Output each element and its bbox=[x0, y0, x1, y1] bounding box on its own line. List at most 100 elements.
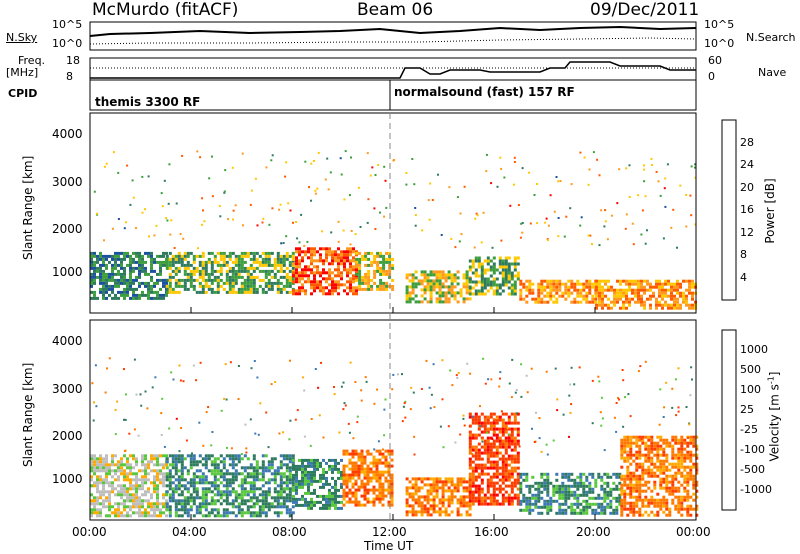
heatmap-cell bbox=[627, 393, 630, 396]
heatmap-cell bbox=[120, 281, 123, 285]
heatmap-cell bbox=[225, 272, 229, 276]
heatmap-cell bbox=[674, 489, 678, 493]
heatmap-cell bbox=[471, 484, 475, 488]
heatmap-cell bbox=[292, 280, 295, 284]
heatmap-cell bbox=[492, 484, 496, 488]
heatmap-cell bbox=[267, 487, 271, 491]
heatmap-cell bbox=[465, 288, 469, 292]
heatmap-cell bbox=[328, 506, 331, 510]
heatmap-cell bbox=[204, 263, 208, 267]
heatmap-cell bbox=[355, 263, 359, 267]
heatmap-cell bbox=[686, 474, 690, 478]
heatmap-cell bbox=[537, 481, 541, 485]
heatmap-cell bbox=[340, 250, 343, 254]
heatmap-cell bbox=[381, 491, 385, 495]
heatmap-cell bbox=[276, 496, 280, 500]
heatmap-cell bbox=[216, 490, 220, 494]
heatmap-cell bbox=[162, 463, 165, 467]
heatmap-cell bbox=[677, 471, 681, 475]
heatmap-cell bbox=[146, 407, 149, 410]
heatmap-cell bbox=[273, 281, 277, 285]
heatmap-cell bbox=[492, 475, 496, 479]
heatmap-cell bbox=[429, 291, 433, 295]
heatmap-cell bbox=[635, 435, 639, 439]
heatmap-cell bbox=[282, 463, 286, 467]
heatmap-cell bbox=[408, 273, 412, 277]
heatmap-cell bbox=[579, 493, 583, 497]
heatmap-cell bbox=[420, 300, 424, 304]
heatmap-cell bbox=[111, 469, 114, 473]
heatmap-cell bbox=[255, 463, 259, 467]
heatmap-cell bbox=[391, 284, 395, 288]
heatmap-cell bbox=[105, 290, 108, 294]
heatmap-cell bbox=[219, 284, 223, 288]
heatmap-cell bbox=[555, 478, 559, 482]
heatmap-cell bbox=[150, 284, 153, 288]
heatmap-cell bbox=[647, 474, 651, 478]
heatmap-cell bbox=[417, 510, 421, 514]
heatmap-cell bbox=[279, 487, 283, 491]
heatmap-cell bbox=[135, 254, 138, 258]
heatmap-cell bbox=[351, 467, 355, 471]
heatmap-cell bbox=[165, 466, 169, 470]
heatmap-cell bbox=[500, 239, 503, 242]
heatmap-cell bbox=[492, 418, 495, 421]
heatmap-cell bbox=[291, 457, 295, 461]
heatmap-cell bbox=[525, 475, 529, 479]
heatmap-cell bbox=[486, 502, 490, 506]
heatmap-cell bbox=[342, 464, 346, 468]
xtick: 20:00 bbox=[576, 525, 611, 539]
heatmap-cell bbox=[423, 288, 427, 292]
heatmap-cell bbox=[313, 259, 316, 263]
heatmap-cell bbox=[650, 459, 654, 463]
heatmap-cell bbox=[634, 300, 637, 304]
heatmap-cell bbox=[111, 481, 114, 485]
heatmap-cell bbox=[638, 447, 642, 451]
heatmap-cell bbox=[93, 481, 96, 485]
heatmap-cell bbox=[498, 487, 502, 491]
freq-unit: [MHz] bbox=[6, 66, 39, 79]
heatmap-cell bbox=[504, 460, 508, 464]
heatmap-cell bbox=[491, 246, 494, 249]
heatmap-cell bbox=[507, 469, 511, 473]
heatmap-cell bbox=[276, 469, 280, 473]
heatmap-cell bbox=[609, 475, 613, 479]
heatmap-cell bbox=[350, 230, 353, 232]
heatmap-cell bbox=[390, 479, 394, 483]
heatmap-cell bbox=[492, 268, 496, 272]
heatmap-cell bbox=[626, 501, 630, 505]
heatmap-cell bbox=[570, 279, 574, 283]
heatmap-cell bbox=[685, 303, 688, 307]
heatmap-cell bbox=[129, 484, 132, 488]
heatmap-cell bbox=[295, 479, 298, 483]
heatmap-cell bbox=[147, 272, 150, 276]
heatmap-cell bbox=[653, 474, 657, 478]
heatmap-cell bbox=[276, 493, 280, 497]
heatmap-cell bbox=[228, 257, 232, 261]
heatmap-cell bbox=[480, 436, 484, 440]
heatmap-cell bbox=[171, 499, 175, 503]
heatmap-cell bbox=[198, 272, 202, 276]
heatmap-cell bbox=[510, 262, 514, 266]
heatmap-cell bbox=[546, 481, 550, 485]
heatmap-cell bbox=[582, 472, 586, 476]
heatmap-cell bbox=[623, 483, 627, 487]
heatmap-cell bbox=[543, 499, 547, 503]
heatmap-cell bbox=[357, 467, 361, 471]
heatmap-cell bbox=[180, 466, 184, 470]
heatmap-cell bbox=[558, 508, 562, 512]
heatmap-cell bbox=[513, 280, 517, 284]
heatmap-cell bbox=[435, 495, 439, 499]
heatmap-cell bbox=[375, 464, 379, 468]
heatmap-cell bbox=[334, 274, 337, 278]
heatmap-cell bbox=[641, 468, 645, 472]
heatmap-cell bbox=[210, 472, 214, 476]
heatmap-cell bbox=[652, 291, 655, 295]
heatmap-cell bbox=[423, 291, 427, 295]
heatmap-cell bbox=[486, 448, 490, 452]
heatmap-cell bbox=[486, 421, 490, 425]
heatmap-cell bbox=[576, 505, 580, 509]
heatmap-cell bbox=[375, 467, 379, 471]
heatmap-cell bbox=[462, 489, 466, 493]
heatmap-cell bbox=[688, 306, 691, 310]
